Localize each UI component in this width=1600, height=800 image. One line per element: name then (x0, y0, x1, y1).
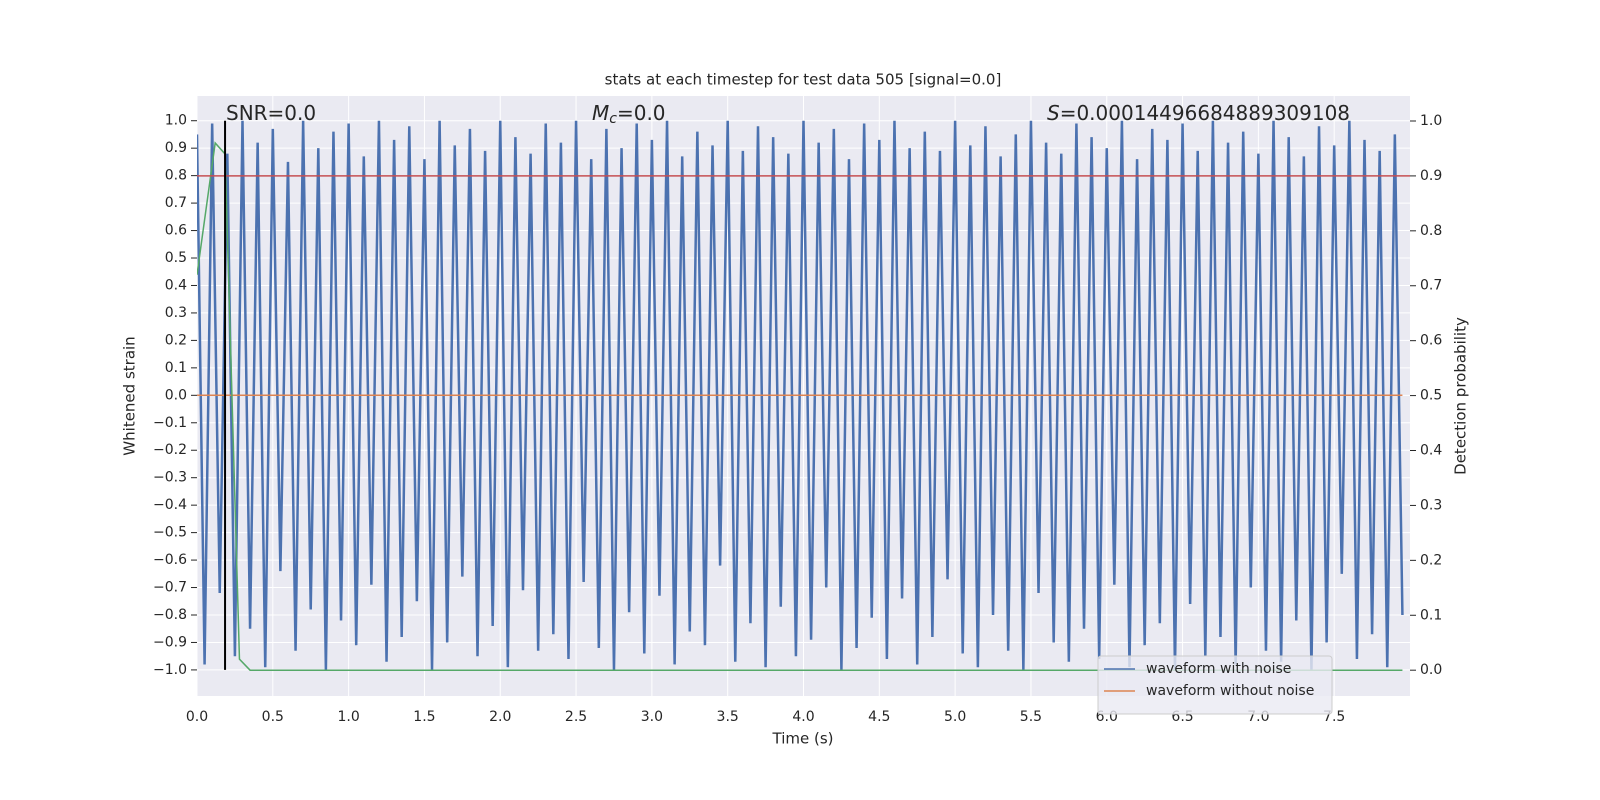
y-tick-label: 0.3 (165, 305, 187, 321)
x-tick-label: 4.5 (868, 709, 890, 725)
y2-tick-label: 1.0 (1420, 113, 1442, 129)
y2-tick-label: 0.5 (1420, 388, 1442, 404)
y2-tick-label: 0.6 (1420, 333, 1442, 349)
y-tick-label: −0.6 (153, 552, 187, 568)
y-tick-label: −0.1 (153, 415, 187, 431)
y-tick-label: 0.5 (165, 250, 187, 266)
y-tick-label: −0.9 (153, 634, 187, 650)
y2-tick-label: 0.8 (1420, 223, 1442, 239)
annotation-text: SNR=0.0 (226, 101, 316, 125)
y-tick-label: 0.6 (165, 223, 187, 239)
y-tick-label: 0.8 (165, 168, 187, 184)
y-tick-label: −0.3 (153, 470, 187, 486)
y-tick-label: −0.7 (153, 580, 187, 596)
y2-axis-label: Detection probability (1452, 317, 1470, 475)
x-tick-label: 5.0 (944, 709, 966, 725)
x-tick-label: 2.0 (489, 709, 511, 725)
y-tick-label: 0.1 (165, 360, 187, 376)
y-tick-label: 0.7 (165, 195, 187, 211)
annotation-symbol: S (1047, 101, 1060, 125)
chart-title: stats at each timestep for test data 505… (605, 71, 1002, 89)
y-tick-label: 0.0 (165, 387, 187, 403)
x-tick-label: 1.5 (413, 709, 435, 725)
annotation: SNR=0.0 (226, 101, 316, 125)
annotation-symbol: M (592, 101, 609, 125)
y-tick-label: 0.4 (165, 277, 187, 293)
legend-box (1097, 655, 1333, 715)
y-tick-label: 0.9 (165, 140, 187, 156)
legend: waveform with noise waveform without nois… (1097, 655, 1333, 715)
y-tick-label: 1.0 (165, 113, 187, 129)
x-axis-label: Time (s) (772, 730, 834, 748)
y2-tick-label: 0.0 (1420, 662, 1442, 678)
y2-tick-label: 0.1 (1420, 607, 1442, 623)
y2-tick-label: 0.7 (1420, 278, 1442, 294)
x-tick-label: 1.0 (337, 709, 359, 725)
y2-tick-label: 0.3 (1420, 497, 1442, 513)
legend-label: waveform with noise (1146, 661, 1291, 677)
y-tick-label: −0.5 (153, 525, 187, 541)
x-tick-label: 3.0 (641, 709, 663, 725)
series-line (197, 120, 1404, 670)
annotation: S=0.00014496684889309108 (1047, 101, 1350, 125)
y2-tick-label: 0.9 (1420, 168, 1442, 184)
x-tick-label: 5.5 (1020, 709, 1042, 725)
y-tick-label: −0.2 (153, 442, 187, 458)
y-tick-label: 0.2 (165, 332, 187, 348)
annotation: Mc=0.0 (592, 101, 666, 128)
series-line (197, 141, 1403, 671)
y-tick-label: −0.8 (153, 607, 187, 623)
x-tick-label: 2.5 (565, 709, 587, 725)
legend-label: waveform without noise (1146, 683, 1314, 699)
annotation-subscript: c (609, 111, 617, 127)
y-tick-label: −0.4 (153, 497, 187, 513)
y2-tick-label: 0.2 (1420, 552, 1442, 568)
x-tick-label: 3.5 (717, 709, 739, 725)
annotation-text: =0.0 (617, 101, 666, 125)
y2-tick-label: 0.4 (1420, 443, 1442, 459)
annotation-text: =0.00014496684889309108 (1060, 101, 1350, 125)
y-tick-label: −1.0 (153, 662, 187, 678)
x-tick-label: 0.0 (186, 709, 208, 725)
y-axis-label: Whitened strain (121, 336, 139, 455)
x-tick-label: 4.0 (792, 709, 814, 725)
x-tick-label: 0.5 (262, 709, 284, 725)
